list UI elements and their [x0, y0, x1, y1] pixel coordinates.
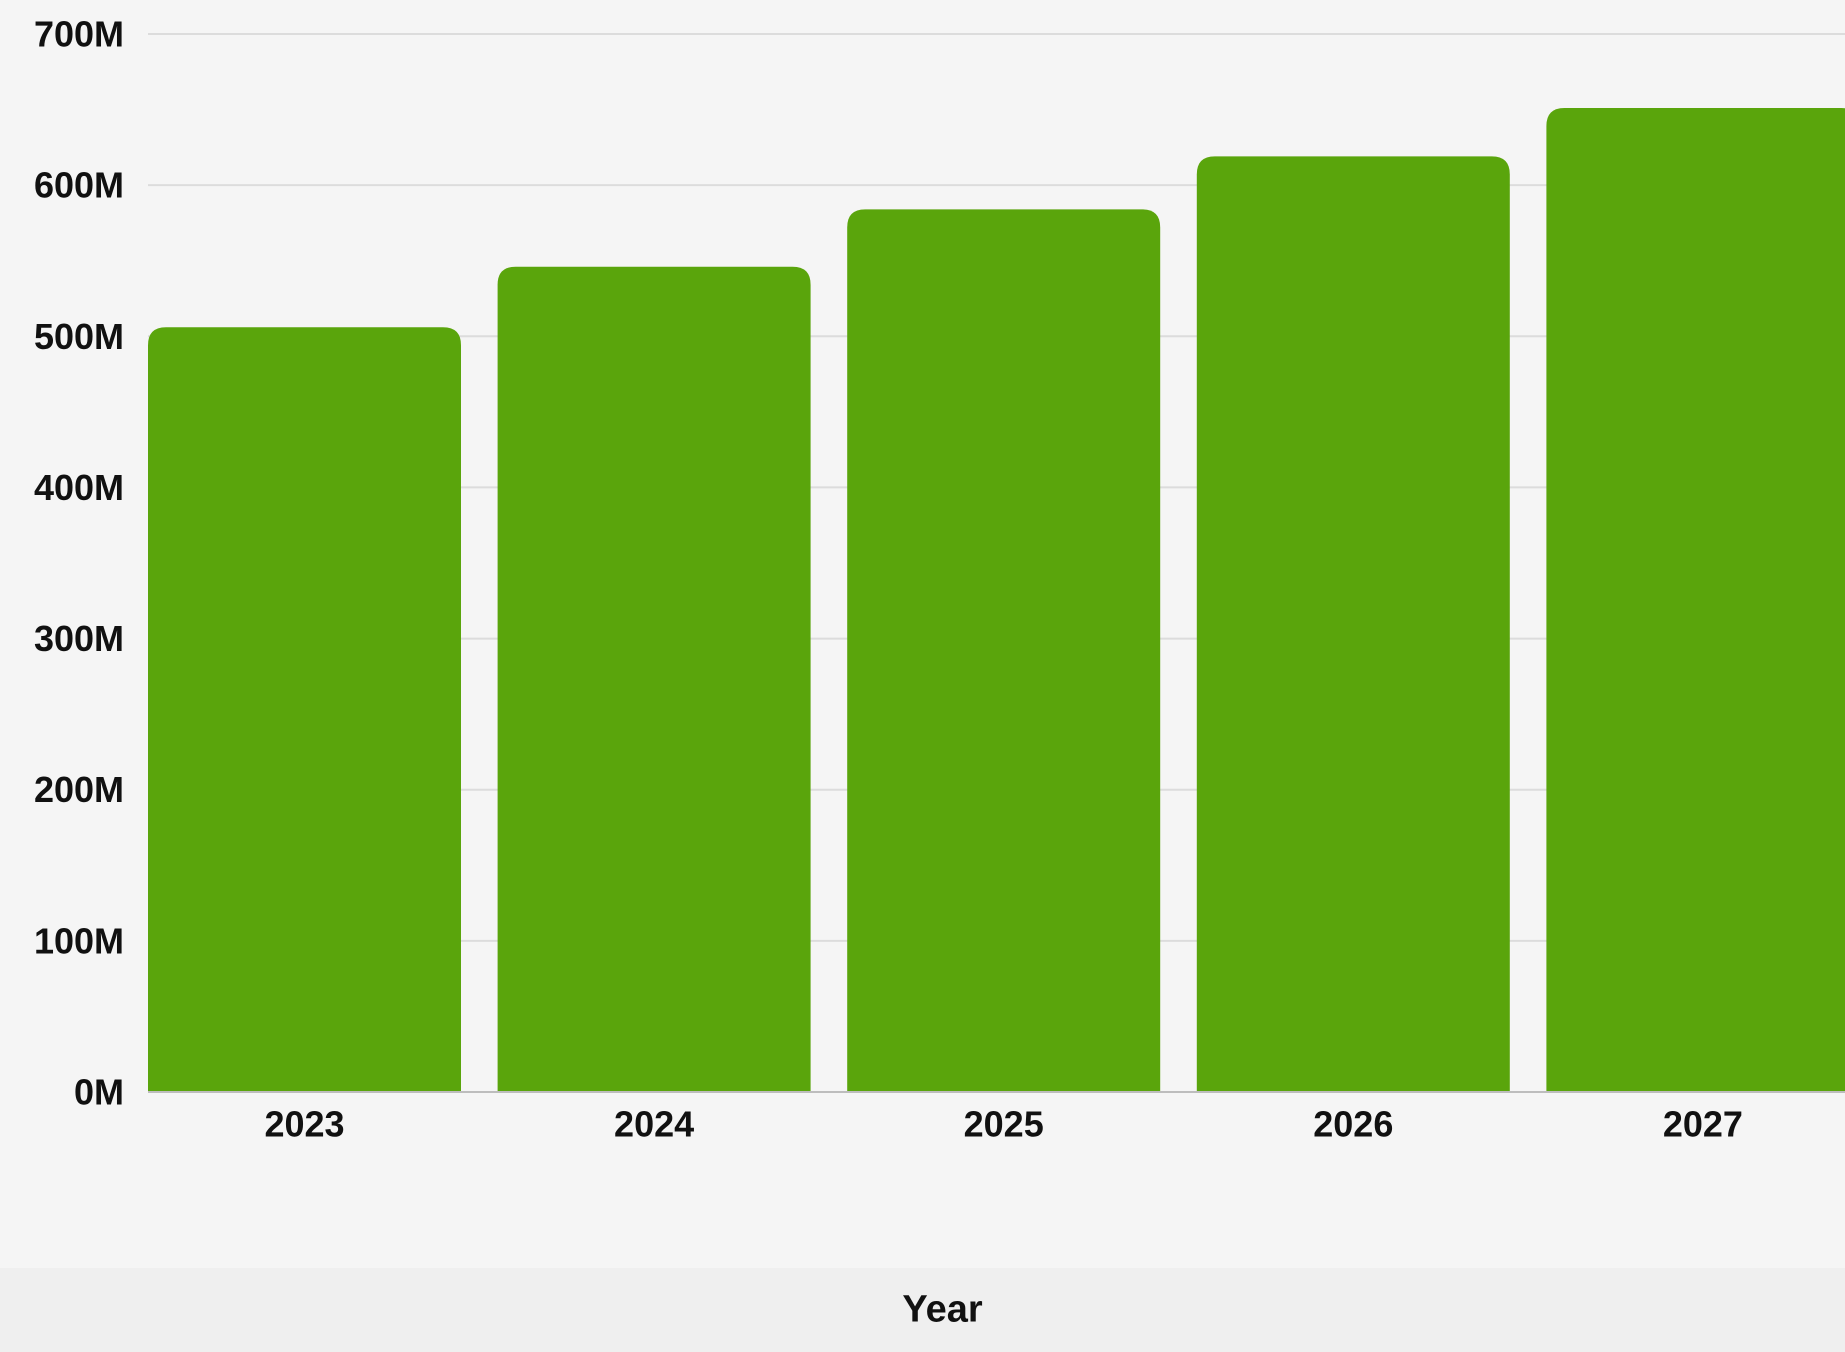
y-tick-label: 300M	[34, 618, 124, 659]
y-tick-label: 0M	[74, 1072, 124, 1113]
x-axis-title-band	[0, 1268, 1845, 1352]
bar-2023	[148, 327, 461, 1092]
x-tick-label: 2027	[1663, 1104, 1743, 1145]
x-tick-label: 2026	[1313, 1104, 1393, 1145]
x-axis-tick-labels: 2023 2024 2025 2026 2027	[264, 1104, 1742, 1145]
x-axis-title: Year	[902, 1288, 983, 1331]
x-tick-label: 2025	[964, 1104, 1044, 1145]
bar-2024	[497, 266, 811, 1092]
y-tick-label: 400M	[34, 467, 124, 508]
y-tick-label: 700M	[34, 14, 124, 55]
bars	[148, 108, 1845, 1093]
bar-2026	[1196, 156, 1510, 1092]
bar-2027	[1546, 108, 1845, 1092]
x-tick-label: 2024	[614, 1104, 694, 1145]
bar-2025	[847, 209, 1161, 1093]
y-tick-label: 600M	[34, 165, 124, 206]
y-tick-label: 100M	[34, 920, 124, 961]
y-axis-tick-labels: 0M 100M 200M 300M 400M 500M 600M 700M	[34, 14, 124, 1113]
y-tick-label: 500M	[34, 316, 124, 357]
y-tick-label: 200M	[34, 769, 124, 810]
x-tick-label: 2023	[264, 1104, 344, 1145]
